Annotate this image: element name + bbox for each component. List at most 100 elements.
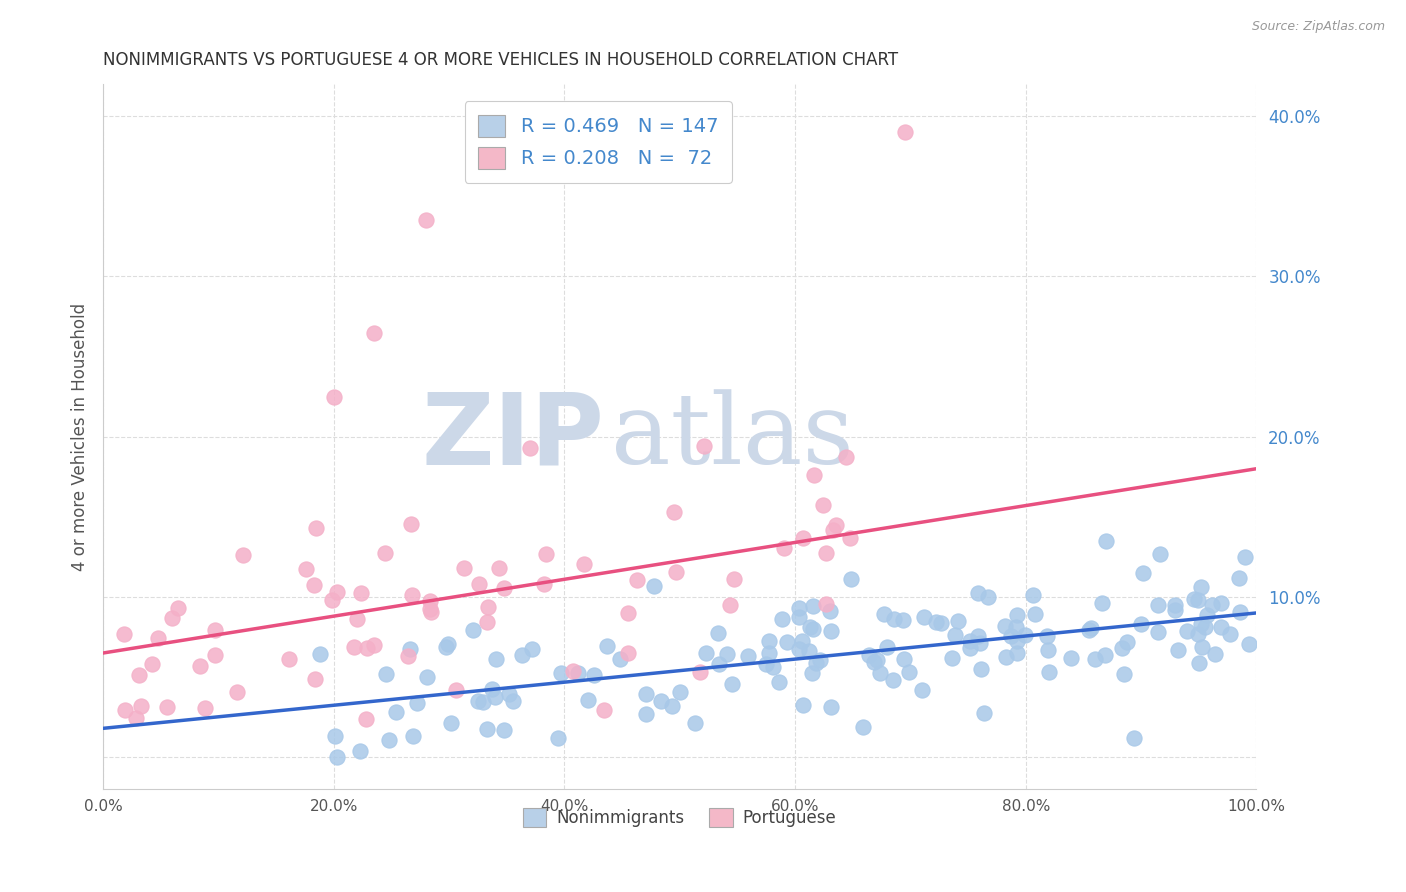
Point xyxy=(1036,629,1059,643)
Point xyxy=(893,125,915,139)
Point xyxy=(350,585,373,599)
Point xyxy=(1233,549,1256,564)
Point xyxy=(188,658,211,673)
Point xyxy=(583,668,606,682)
Point xyxy=(706,626,728,640)
Point xyxy=(789,601,811,615)
Point xyxy=(973,706,995,720)
Point xyxy=(723,573,745,587)
Point xyxy=(166,601,188,615)
Point xyxy=(378,732,401,747)
Point xyxy=(434,640,457,654)
Point xyxy=(1036,642,1059,657)
Point xyxy=(609,651,631,665)
Point xyxy=(419,602,441,616)
Point xyxy=(510,648,533,662)
Point xyxy=(398,641,420,656)
Point xyxy=(770,612,793,626)
Point xyxy=(477,600,499,615)
Point xyxy=(1014,628,1036,642)
Point xyxy=(384,705,406,719)
Point xyxy=(882,673,904,687)
Point xyxy=(924,615,946,629)
Legend: Nonimmigrants, Portuguese: Nonimmigrants, Portuguese xyxy=(516,801,844,834)
Point xyxy=(477,615,499,629)
Text: Source: ZipAtlas.com: Source: ZipAtlas.com xyxy=(1251,20,1385,33)
Point xyxy=(898,665,921,680)
Point xyxy=(1080,621,1102,635)
Point xyxy=(943,628,966,642)
Point xyxy=(626,573,648,587)
Point xyxy=(1024,607,1046,621)
Point xyxy=(1201,598,1223,612)
Point xyxy=(801,599,824,613)
Point xyxy=(1209,596,1232,610)
Point xyxy=(820,699,842,714)
Point xyxy=(758,634,780,648)
Point xyxy=(492,723,515,737)
Point xyxy=(1021,588,1043,602)
Point xyxy=(636,687,658,701)
Point xyxy=(650,693,672,707)
Point xyxy=(977,590,1000,604)
Point xyxy=(814,546,837,560)
Point xyxy=(1091,596,1114,610)
Point xyxy=(596,639,619,653)
Point xyxy=(824,517,846,532)
Point xyxy=(148,632,170,646)
Point xyxy=(1187,592,1209,607)
Point xyxy=(869,665,891,680)
Point xyxy=(1187,626,1209,640)
Point xyxy=(969,636,991,650)
Point xyxy=(773,541,796,556)
Point xyxy=(1084,652,1107,666)
Point xyxy=(808,653,831,667)
Point xyxy=(204,648,226,662)
Point xyxy=(893,651,915,665)
Point xyxy=(415,213,437,227)
Point xyxy=(550,665,572,680)
Point xyxy=(792,531,814,545)
Point xyxy=(1147,598,1170,612)
Point xyxy=(994,618,1017,632)
Point xyxy=(835,450,858,464)
Point xyxy=(574,558,596,572)
Point xyxy=(1189,580,1212,594)
Point xyxy=(873,607,896,621)
Point xyxy=(1164,603,1187,617)
Point xyxy=(797,643,820,657)
Point xyxy=(1115,635,1137,649)
Point xyxy=(1005,634,1028,648)
Point xyxy=(519,441,541,455)
Point xyxy=(838,531,860,545)
Point xyxy=(1000,629,1022,643)
Point xyxy=(401,588,423,602)
Point xyxy=(375,666,398,681)
Point xyxy=(346,612,368,626)
Point xyxy=(755,657,778,671)
Y-axis label: 4 or more Vehicles in Household: 4 or more Vehicles in Household xyxy=(72,302,89,571)
Text: atlas: atlas xyxy=(610,389,853,484)
Point xyxy=(468,576,491,591)
Point xyxy=(461,624,484,638)
Point xyxy=(232,548,254,562)
Point xyxy=(995,649,1018,664)
Point xyxy=(326,750,349,764)
Point xyxy=(946,614,969,628)
Point xyxy=(363,638,385,652)
Point xyxy=(883,612,905,626)
Point xyxy=(160,610,183,624)
Point xyxy=(494,582,516,596)
Point xyxy=(801,666,824,681)
Point xyxy=(1114,667,1136,681)
Point xyxy=(567,666,589,681)
Point xyxy=(664,505,686,519)
Point xyxy=(959,640,981,655)
Point xyxy=(803,468,825,483)
Point xyxy=(813,498,835,512)
Point xyxy=(941,651,963,665)
Point xyxy=(1095,533,1118,548)
Point xyxy=(128,667,150,681)
Point xyxy=(1038,665,1060,679)
Point xyxy=(1060,650,1083,665)
